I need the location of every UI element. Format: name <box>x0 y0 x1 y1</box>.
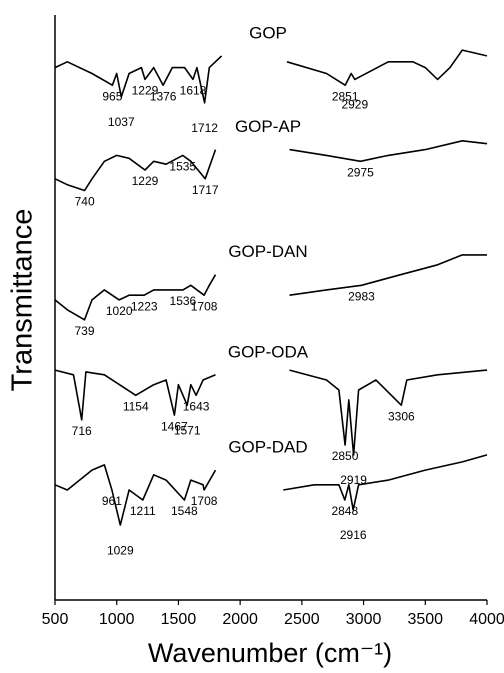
peak-label: 1708 <box>191 299 218 313</box>
peak-label: 2850 <box>332 449 359 463</box>
peak-label: 1536 <box>170 294 197 308</box>
peak-label: 1618 <box>180 84 207 98</box>
peak-label: 2848 <box>331 504 358 518</box>
x-axis-label: Wavenumber (cm⁻¹) <box>148 638 392 668</box>
peak-label: 2929 <box>341 98 368 112</box>
x-tick-label: 1500 <box>161 611 197 628</box>
x-tick-label: 4000 <box>469 611 504 628</box>
peak-label: 1548 <box>171 504 198 518</box>
spectrum-line <box>54 140 488 192</box>
x-tick-label: 1000 <box>99 611 135 628</box>
peak-label: 1708 <box>191 494 218 508</box>
peak-label: 1154 <box>123 399 149 413</box>
peak-label: 1535 <box>169 160 196 174</box>
peak-label: 1229 <box>132 84 159 98</box>
peak-label: 740 <box>75 195 95 209</box>
peak-label: 2919 <box>340 473 367 487</box>
peak-label: 1223 <box>131 299 158 313</box>
peak-label: 1712 <box>191 121 218 135</box>
peak-label: 2916 <box>340 528 367 542</box>
series-name: GOP <box>249 23 287 42</box>
spectrum-line <box>54 49 488 104</box>
spectrum-line <box>54 454 488 526</box>
peak-label: 1467 <box>161 419 188 433</box>
peak-label: 961 <box>102 494 122 508</box>
peak-label: 1020 <box>106 304 133 318</box>
peak-label: 1037 <box>108 115 135 129</box>
peak-label: 2975 <box>347 165 374 179</box>
peak-label: 3306 <box>388 409 415 423</box>
peak-label: 1643 <box>183 399 210 413</box>
spectrum-line <box>54 254 487 321</box>
peak-label: 1029 <box>107 543 134 557</box>
peak-label: 965 <box>102 89 122 103</box>
spectrum-line <box>54 369 488 456</box>
x-tick-label: 3500 <box>407 611 443 628</box>
x-tick-label: 3000 <box>346 611 382 628</box>
peak-label: 1571 <box>174 423 201 437</box>
series-name: GOP-ODA <box>228 342 309 361</box>
peak-label: 1229 <box>132 174 159 188</box>
y-axis-label: Transmittance <box>7 209 39 392</box>
peak-label: 1211 <box>130 504 156 518</box>
series-name: GOP-DAD <box>228 438 307 457</box>
peak-label: 2983 <box>348 289 375 303</box>
peak-label: 1717 <box>192 183 219 197</box>
x-tick-label: 2500 <box>284 611 320 628</box>
series-name: GOP-AP <box>235 117 301 136</box>
peak-label: 716 <box>72 424 92 438</box>
peak-label: 1376 <box>150 89 177 103</box>
series-name: GOP-DAN <box>228 242 307 261</box>
x-tick-label: 500 <box>42 611 69 628</box>
peak-label: 2851 <box>332 89 359 103</box>
peak-label: 739 <box>74 324 94 338</box>
x-tick-label: 2000 <box>222 611 258 628</box>
